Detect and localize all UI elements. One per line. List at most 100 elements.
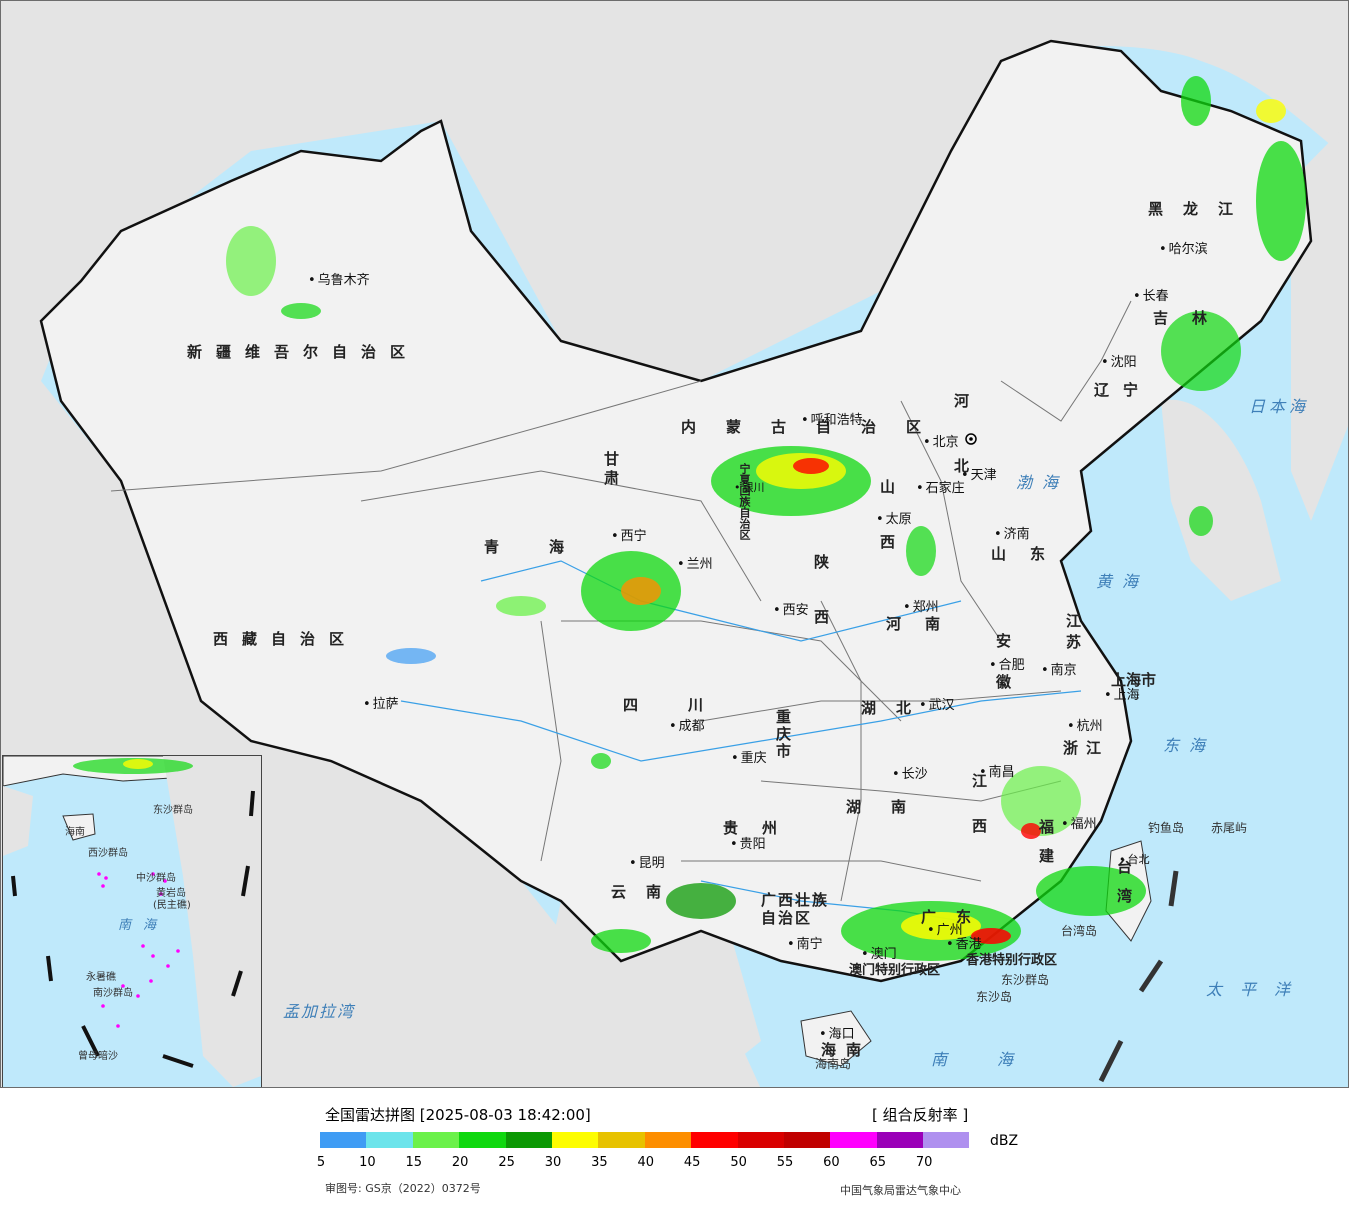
southeast-asia-land (521, 901, 761, 1087)
city-yinchuan: 银川 (734, 479, 765, 495)
province-label-shanxi: 山西 (878, 479, 896, 589)
sea-bohai: 渤海 (1016, 473, 1069, 492)
city-kunming: 昆明 (629, 852, 665, 871)
city-lhasa: 拉萨 (363, 693, 399, 712)
capital-marker (965, 433, 977, 445)
color-swatch (923, 1132, 970, 1148)
city-lanzhou: 兰州 (677, 553, 713, 572)
province-label-hainan: 海南 (821, 1041, 872, 1059)
island-taiwandao: 台湾岛 (1061, 924, 1098, 938)
city-taiyuan: 太原 (876, 508, 912, 527)
province-label-heilongjiang: 黑龙江 (1148, 200, 1254, 218)
color-swatch (783, 1132, 831, 1148)
city-guiyang: 贵阳 (730, 833, 766, 852)
color-swatch (366, 1132, 413, 1148)
city-hangzhou: 杭州 (1067, 715, 1103, 734)
province-label-ningxia: 宁夏回族自治区 (738, 463, 751, 540)
legend-tick-label: 30 (544, 1155, 562, 1170)
color-swatch (459, 1132, 506, 1148)
color-swatch (737, 1132, 784, 1148)
legend-panel (0, 1088, 1349, 1208)
city-haikou: 海口 (819, 1023, 855, 1042)
city-chongqing: 重庆 (731, 747, 767, 766)
city-xian: 西安 (773, 599, 809, 618)
legend-product: [ 组合反射率 ] (872, 1106, 969, 1124)
legend-tick-label: 35 (591, 1155, 608, 1170)
color-swatch (320, 1132, 367, 1148)
inset-label-minzhu: (民主礁) (153, 900, 191, 911)
city-tianjin: 天津 (961, 464, 997, 483)
sea-ribenhai: 日本海 (1249, 397, 1310, 416)
inset-label-nanhai: 南海 (118, 918, 169, 933)
city-urumqi: 乌鲁木齐 (308, 269, 370, 288)
city-shanghai: 上海 (1104, 684, 1140, 703)
legend-tick-label: 5 (316, 1155, 326, 1170)
inset-label-hainan: 海南 (65, 827, 85, 838)
city-harbin: 哈尔滨 (1159, 238, 1208, 257)
city-xining: 西宁 (611, 525, 647, 544)
city-nanning: 南宁 (787, 933, 823, 952)
city-beijing: 北京 (923, 431, 959, 450)
inset-label-xisha: 西沙群岛 (88, 848, 128, 859)
province-label-jiangsu: 江苏 (1064, 613, 1082, 655)
city-hefei: 合肥 (989, 654, 1025, 673)
province-label-gansu: 甘肃 (602, 451, 620, 489)
color-swatch (412, 1132, 460, 1148)
sea-mengjialawan: 孟加拉湾 (283, 1002, 356, 1021)
province-label-sichuan: 四川 (623, 696, 754, 714)
inset-label-huangyan: 黄岩岛 (156, 888, 186, 899)
province-label-macao: 澳门特别行政区 (849, 963, 941, 978)
city-shenyang: 沈阳 (1101, 351, 1137, 370)
province-label-hubei: 湖北 (861, 699, 932, 717)
inset-label-dongsha: 东沙群岛 (153, 805, 193, 816)
city-jinan: 济南 (994, 523, 1030, 542)
province-label-zhejiang: 浙江 (1063, 739, 1110, 757)
province-label-jilin: 吉林 (1153, 309, 1232, 327)
city-nanchang: 南昌 (979, 761, 1015, 780)
province-label-jiangxi: 江西 (970, 773, 988, 863)
agency-credit: 中国气象局雷达气象中心 (840, 1184, 961, 1197)
radar-echoes (226, 76, 1306, 961)
south-china-sea-inset: 南海 东沙群岛 西沙群岛 中沙群岛 黄岩岛 (民主礁) 永暑礁 南沙群岛 曾母暗… (2, 755, 262, 1087)
sea-donghai: 东海 (1163, 736, 1216, 755)
city-xianggang: 香港 (946, 933, 982, 952)
color-swatch (876, 1132, 924, 1148)
color-swatch (551, 1132, 599, 1148)
city-fuzhou: 福州 (1061, 813, 1097, 832)
sea-nanhai: 南海 (931, 1050, 1064, 1069)
color-swatch (644, 1132, 692, 1148)
city-chengdu: 成都 (669, 715, 705, 734)
legend-tick-label: 15 (405, 1155, 423, 1170)
legend-tick-label: 25 (498, 1155, 515, 1170)
color-scale (320, 1132, 970, 1148)
city-taipei: 台北 (1119, 851, 1150, 867)
province-label-henan: 河南 (886, 615, 965, 633)
province-label-fujian: 福建 (1037, 819, 1055, 877)
city-shijiazhuang: 石家庄 (916, 477, 965, 496)
legend-tick-label: 50 (730, 1155, 747, 1170)
island-chiwei: 赤尾屿 (1211, 821, 1248, 835)
legend-unit: dBZ (990, 1133, 1019, 1149)
province-label-liaoning: 辽宁 (1094, 381, 1153, 399)
city-nanjing: 南京 (1041, 659, 1077, 678)
province-label-guangxi: 广西壮族自治区 (761, 891, 830, 927)
sea-huanghai: 黄海 (1096, 572, 1149, 591)
island-dongshadao: 东沙岛 (976, 990, 1013, 1004)
city-hohhot: 呼和浩特 (801, 409, 863, 428)
legend-tick-label: 10 (359, 1155, 376, 1170)
legend-tick-label: 55 (776, 1155, 794, 1170)
color-swatch (505, 1132, 552, 1148)
legend-tick-label: 40 (637, 1155, 655, 1170)
city-changsha: 长沙 (892, 763, 928, 782)
color-swatch (830, 1132, 877, 1148)
map-review-number: 审图号: GS京（2022）0372号 (325, 1182, 481, 1195)
legend-tick-label: 70 (915, 1155, 933, 1170)
province-label-taiwan: 台湾 (1115, 859, 1133, 917)
province-label-xinjiang: 新疆维吾尔自治区 (187, 343, 420, 361)
province-label-xizang: 西藏自治区 (213, 630, 359, 648)
radar-map: 新疆维吾尔自治区 西藏自治区 青海 甘肃 四川 云南 内蒙古自治区 黑龙江 吉林… (0, 0, 1349, 1088)
sea-taipingyang: 太平洋 (1206, 980, 1309, 999)
island-dongsha: 东沙群岛 (1001, 973, 1050, 987)
inset-label-zhongsha: 中沙群岛 (136, 873, 176, 884)
inset-label-zengmu: 曾母暗沙 (78, 1051, 118, 1062)
